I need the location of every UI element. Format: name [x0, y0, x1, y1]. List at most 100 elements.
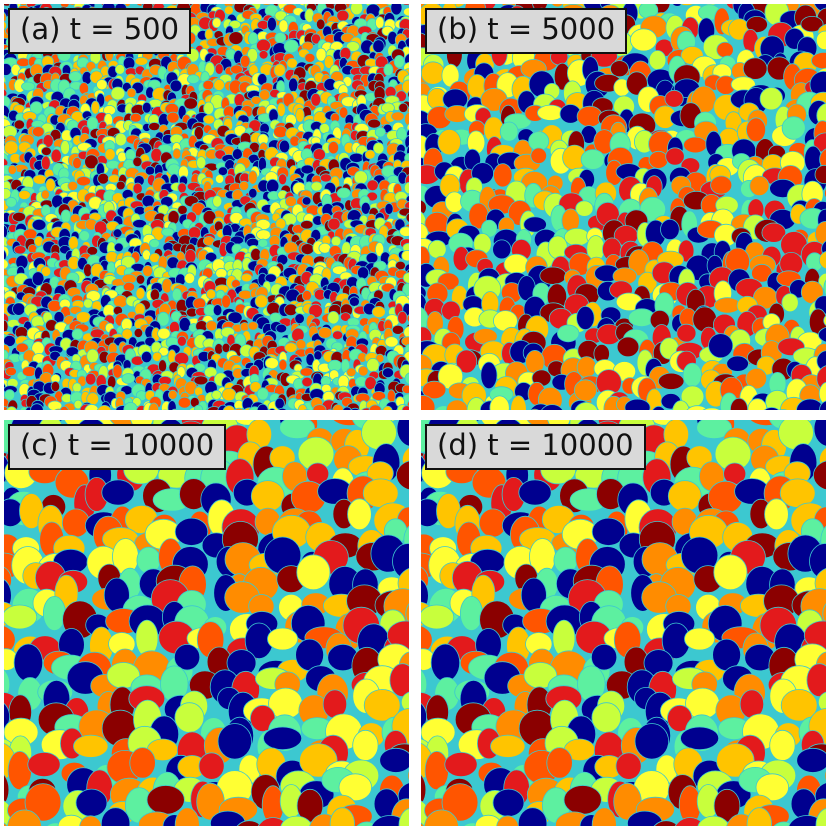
- grain: [697, 815, 730, 826]
- grain: [366, 179, 379, 192]
- grain: [319, 173, 332, 183]
- grain: [96, 79, 108, 91]
- grain: [652, 405, 666, 410]
- grain: [346, 367, 357, 377]
- grain: [530, 408, 539, 410]
- grain: [546, 747, 573, 779]
- grain: [305, 352, 315, 367]
- grain: [13, 643, 44, 682]
- grain: [327, 311, 340, 325]
- grain: [4, 669, 11, 700]
- grain: [275, 323, 288, 334]
- grain: [112, 364, 123, 379]
- grain: [576, 305, 595, 330]
- grain: [174, 702, 205, 733]
- grain: [5, 366, 17, 377]
- grain: [342, 406, 352, 410]
- grain: [278, 19, 289, 33]
- grain: [563, 785, 602, 815]
- grain: [382, 405, 393, 410]
- grain: [304, 52, 316, 63]
- grain: [686, 405, 709, 410]
- grain: [653, 820, 679, 826]
- grain: [129, 747, 156, 779]
- grain: [755, 773, 789, 802]
- grain: [350, 4, 364, 16]
- grain: [430, 643, 461, 682]
- grain: [205, 320, 218, 332]
- grain: [749, 175, 770, 197]
- grain: [818, 326, 826, 343]
- grain: [403, 7, 409, 17]
- grain: [421, 625, 433, 655]
- grain: [239, 54, 251, 68]
- grain: [60, 209, 72, 224]
- grain: [499, 121, 519, 142]
- grain: [84, 404, 100, 410]
- grain: [313, 350, 323, 361]
- grain: [437, 128, 462, 156]
- grain: [814, 164, 826, 185]
- grain: [441, 783, 479, 822]
- grain: [648, 150, 669, 169]
- grain: [746, 807, 772, 826]
- grain: [591, 517, 626, 546]
- grain: [258, 238, 269, 248]
- grain: [400, 691, 409, 713]
- grain: [296, 554, 331, 591]
- grain: [152, 351, 163, 363]
- grain: [616, 336, 640, 358]
- grain: [78, 230, 91, 242]
- grain: [813, 460, 826, 491]
- grain: [7, 164, 17, 176]
- grain: [348, 296, 360, 307]
- grain: [357, 266, 370, 280]
- grain: [135, 287, 146, 300]
- grain: [265, 178, 280, 194]
- grain: [358, 365, 369, 377]
- grain: [822, 603, 826, 625]
- grain: [815, 30, 826, 51]
- grain: [295, 107, 305, 123]
- grain: [781, 293, 799, 313]
- grain: [140, 350, 153, 364]
- grain: [110, 86, 126, 101]
- grain: [819, 400, 826, 410]
- grain: [212, 304, 223, 317]
- grain: [372, 39, 385, 54]
- grain: [41, 146, 52, 157]
- grain: [368, 404, 382, 410]
- grain: [12, 302, 26, 316]
- grain: [240, 273, 253, 283]
- grain: [171, 408, 178, 410]
- grain: [283, 39, 299, 54]
- grain: [383, 63, 394, 77]
- grain: [396, 420, 409, 447]
- grain: [510, 395, 527, 410]
- grain: [742, 57, 768, 80]
- grain: [50, 380, 61, 392]
- grain: [266, 16, 277, 32]
- grain: [135, 274, 146, 285]
- grain: [76, 176, 91, 187]
- grain: [310, 181, 323, 192]
- grain: [15, 342, 29, 353]
- grain: [177, 204, 188, 215]
- grain-map-panel-d: (d) t = 10000: [421, 420, 826, 826]
- grain: [4, 258, 9, 270]
- grain: [824, 187, 826, 199]
- grain: [273, 125, 288, 139]
- grain: [404, 111, 409, 127]
- grain: [27, 751, 61, 777]
- grain: [769, 729, 796, 762]
- grain: [157, 327, 171, 340]
- grain: [6, 406, 18, 410]
- grain: [280, 815, 313, 826]
- grain: [360, 201, 371, 215]
- grain: [366, 358, 380, 373]
- grain: [336, 187, 351, 199]
- grain: [800, 16, 824, 33]
- grain: [213, 79, 225, 92]
- grain: [422, 380, 447, 400]
- panel-label-a: (a) t = 500: [8, 8, 192, 54]
